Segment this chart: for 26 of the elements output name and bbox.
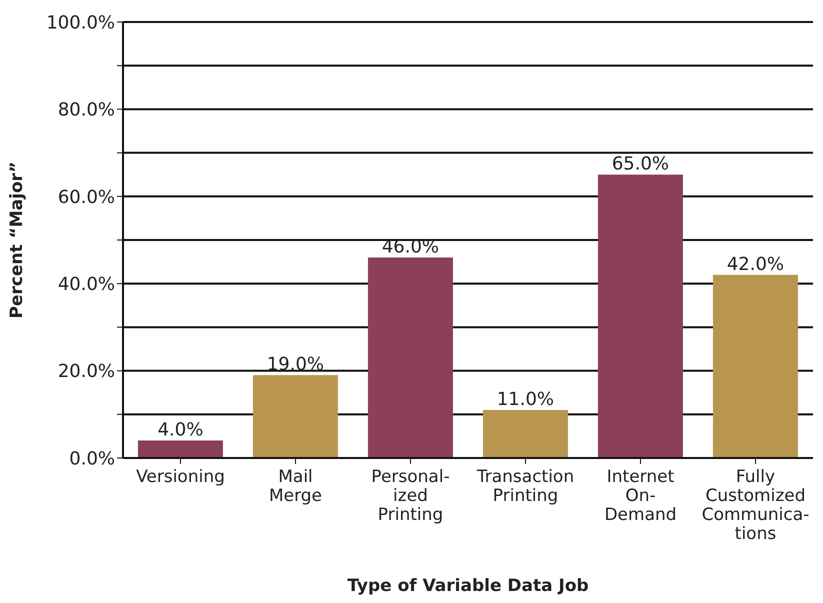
- bar: [482, 410, 568, 458]
- y-axis-title: Percent “Major”: [7, 161, 28, 319]
- x-tick-label: Fully Customized Communica- tions: [702, 467, 810, 544]
- bar: [712, 274, 798, 458]
- x-tick-label: Personal- ized Printing: [371, 467, 450, 525]
- x-tick-label: Mail Merge: [268, 467, 322, 506]
- y-tick-label: 60.0%: [58, 186, 115, 208]
- x-axis-title: Type of Variable Data Job: [347, 576, 589, 596]
- y-tick-label: 0.0%: [69, 448, 115, 470]
- bar: [138, 440, 223, 458]
- bar: [598, 174, 683, 458]
- y-tick-label: 80.0%: [58, 100, 115, 121]
- x-tick-label: Versioning: [136, 467, 225, 487]
- y-tick-label: 100.0%: [46, 12, 115, 34]
- data-label: 11.0%: [496, 389, 554, 410]
- data-label: 46.0%: [382, 236, 440, 258]
- data-label: 4.0%: [158, 420, 204, 441]
- bar: [368, 257, 453, 458]
- x-tick-label: Transaction Printing: [476, 467, 574, 506]
- x-tick-label: Internet On- Demand: [604, 467, 677, 525]
- data-label: 42.0%: [726, 254, 784, 275]
- data-label: 19.0%: [266, 354, 324, 376]
- y-tick-label: 40.0%: [58, 274, 115, 295]
- bar: [252, 375, 338, 458]
- data-label: 65.0%: [612, 154, 670, 175]
- y-tick-label: 20.0%: [58, 361, 115, 382]
